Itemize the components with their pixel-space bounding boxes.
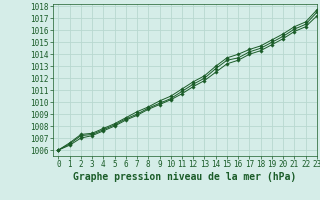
X-axis label: Graphe pression niveau de la mer (hPa): Graphe pression niveau de la mer (hPa) xyxy=(73,172,296,182)
